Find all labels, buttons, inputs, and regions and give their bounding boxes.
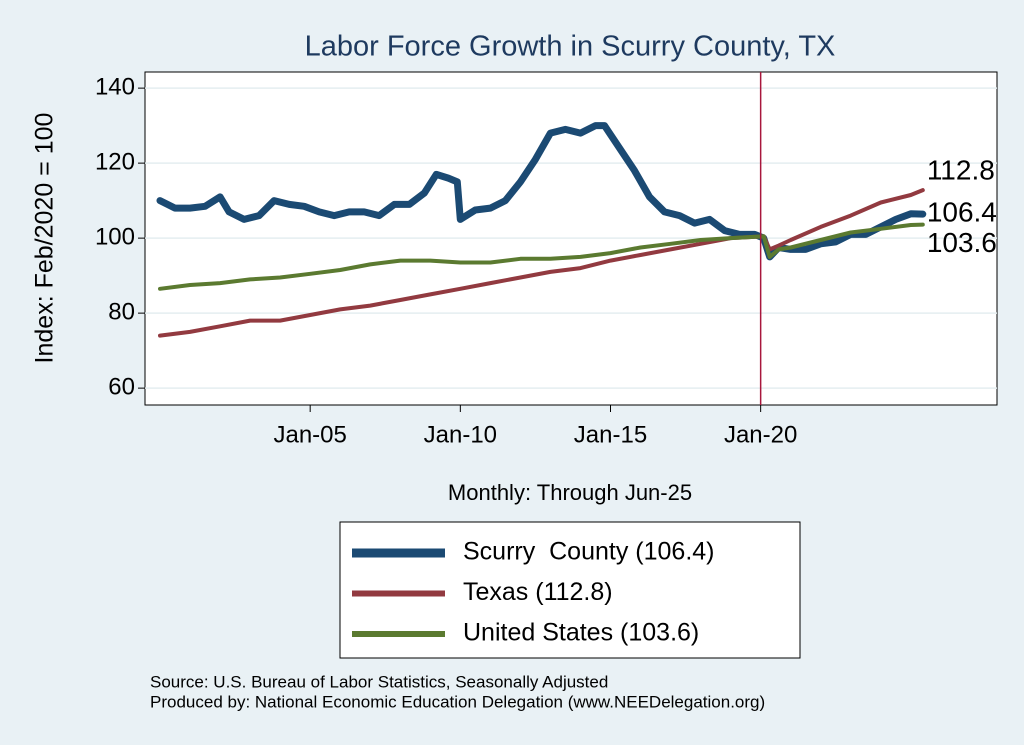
x-tick-label: Jan-05 <box>273 421 346 448</box>
producer-note: Produced by: National Economic Education… <box>150 692 765 711</box>
y-tick-label: 120 <box>95 148 135 175</box>
legend-label: United States (103.6) <box>463 619 699 647</box>
source-note: Source: U.S. Bureau of Labor Statistics,… <box>150 672 608 691</box>
series-line <box>158 222 925 291</box>
x-axis-label: Monthly: Through Jun-25 <box>448 480 692 505</box>
end-label: 106.4 <box>927 197 997 228</box>
x-tick-label: Jan-10 <box>424 421 497 448</box>
legend-label: Texas (112.8) <box>463 578 613 606</box>
end-label: 103.6 <box>927 227 997 258</box>
chart-title: Labor Force Growth in Scurry County, TX <box>305 31 836 63</box>
y-tick-label: 60 <box>108 373 135 400</box>
series-line <box>158 188 925 338</box>
y-tick-label: 140 <box>95 73 135 100</box>
y-axis-label: Index: Feb/2020 = 100 <box>31 113 59 364</box>
legend-label: Scurry County (106.4) <box>463 538 715 566</box>
x-tick-label: Jan-20 <box>724 421 797 448</box>
x-tick-label: Jan-15 <box>574 421 647 448</box>
y-tick-label: 80 <box>108 298 135 325</box>
y-tick-label: 100 <box>95 223 135 250</box>
end-label: 112.8 <box>927 155 995 186</box>
